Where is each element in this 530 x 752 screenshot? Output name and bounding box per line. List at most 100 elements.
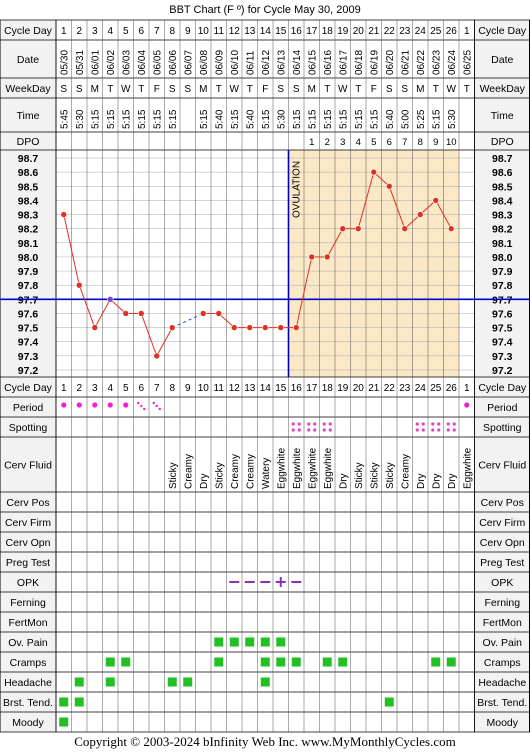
y-tick-right: 97.6	[492, 308, 513, 320]
chart-backgrounds	[0, 20, 530, 732]
date-cell: 06/13	[276, 50, 287, 75]
row-label-right-ferning: Ferning	[484, 597, 520, 609]
cycle-day-cell: 13	[244, 26, 256, 37]
cycle-day-cell-bottom: 6	[138, 383, 144, 394]
cycle-day-cell-bottom: 9	[185, 383, 191, 394]
y-tick-right: 97.4	[492, 337, 513, 349]
cycle-day-cell: 1	[464, 26, 470, 37]
cycle-day-cell-bottom: 14	[260, 383, 272, 394]
row-label-right-dpo: DPO	[491, 136, 514, 148]
row-label-preg_test: Preg Test	[6, 557, 50, 569]
period-marker	[464, 402, 470, 408]
cramps-marker	[105, 657, 115, 667]
y-tick-right: 97.3	[492, 351, 513, 363]
cramps-marker	[214, 657, 224, 667]
date-cell: 06/25	[462, 50, 473, 75]
cycle-day-cell: 2	[76, 26, 82, 37]
temp-point	[122, 310, 130, 317]
row-label-spotting: Spotting	[9, 422, 48, 434]
cycle-day-cell-bottom: 23	[399, 383, 411, 394]
spotting-marker	[421, 422, 425, 426]
date-cell: 06/07	[183, 50, 194, 75]
row-label-date: Date	[17, 54, 39, 66]
chart-title: BBT Chart (F º) for Cycle May 30, 2009	[169, 4, 361, 16]
dpo-cell: 1	[309, 137, 314, 148]
temp-line	[94, 299, 111, 328]
cycle-day-cell: 19	[337, 26, 349, 37]
date-cell: 06/23	[431, 50, 442, 75]
cerv-fluid-cell: Sticky	[369, 462, 380, 489]
row-label-dpo: DPO	[17, 136, 40, 148]
cerv-fluid-cell: Dry	[431, 473, 442, 489]
spotting-marker	[291, 422, 295, 426]
time-cell: 5:15	[152, 109, 163, 129]
row-label-right-preg_test: Preg Test	[480, 557, 524, 569]
date-cell: 06/12	[261, 50, 272, 75]
time-cell: 5:15	[106, 109, 117, 129]
date-cell: 06/10	[230, 50, 241, 75]
period-marker	[107, 402, 113, 408]
temp-point	[339, 225, 347, 232]
spotting-marker	[313, 422, 317, 426]
period-marker	[61, 402, 67, 408]
cycle-day-cell: 25	[430, 26, 442, 37]
cerv-fluid-cell: Eggwhite	[323, 447, 334, 489]
spotting-marker	[415, 422, 419, 426]
cerv-fluid-cell: Sticky	[354, 462, 365, 489]
cycle-day-cell-bottom: 12	[229, 383, 241, 394]
spotting-marker	[328, 422, 332, 426]
weekday-cell: F	[154, 84, 160, 95]
row-label-right-opk: OPK	[491, 577, 513, 589]
temp-point	[230, 324, 238, 331]
cycle-day-cell: 10	[198, 26, 210, 37]
dpo-cell: 8	[418, 137, 423, 148]
row-label-period: Period	[13, 402, 44, 414]
y-tick-left: 98.0	[18, 252, 39, 264]
cycle-day-cell: 22	[384, 26, 396, 37]
row-label-right-cycle_day2: Cycle Day	[478, 382, 527, 394]
date-cell: 06/11	[245, 50, 256, 75]
cramps-marker	[322, 657, 332, 667]
time-cell: 5:30	[276, 109, 287, 129]
dpo-cell: 3	[340, 137, 345, 148]
weekday-cell: S	[60, 84, 67, 95]
ov-pain-marker	[260, 637, 270, 647]
cerv-fluid-cell: Sticky	[385, 462, 396, 489]
weekday-cell: S	[293, 84, 300, 95]
time-cell: 5:15	[307, 109, 318, 129]
spotting-marker	[437, 422, 441, 426]
temp-point	[401, 225, 409, 232]
temp-point	[60, 211, 68, 218]
date-cell: 06/19	[369, 50, 380, 75]
temp-point	[106, 296, 114, 303]
weekday-cell: F	[262, 84, 268, 95]
date-cell: 06/08	[199, 50, 210, 75]
period-light-marker	[137, 401, 140, 405]
brst-tend-marker	[59, 697, 69, 707]
time-cell: 5:15	[292, 109, 303, 129]
row-label-cramps: Cramps	[10, 657, 47, 669]
time-cell: 5:40	[385, 109, 396, 129]
row-label-right-headache: Headache	[478, 677, 526, 689]
row-label-moody: Moody	[12, 717, 44, 729]
date-cell: 05/31	[75, 50, 86, 75]
cycle-day-cell-bottom: 21	[368, 383, 380, 394]
y-tick-right: 98.5	[492, 181, 513, 193]
date-cell: 06/22	[416, 50, 427, 75]
cycle-day-cell: 1	[61, 26, 67, 37]
brst-tend-marker	[74, 697, 84, 707]
luteal-phase-shade	[288, 150, 459, 377]
y-tick-left: 98.7	[18, 153, 39, 165]
moody-marker	[59, 717, 69, 727]
cycle-day-cell: 11	[214, 26, 225, 37]
weekday-cell: T	[355, 84, 361, 95]
weekday-cell: F	[371, 84, 377, 95]
chart-row-labels: Cycle Day Cycle Day Date Date WeekDay WeekDay…	[3, 25, 527, 729]
y-tick-right: 98.4	[492, 195, 513, 207]
row-label-right-period: Period	[487, 402, 518, 414]
y-tick-left: 98.4	[18, 195, 39, 207]
spotting-marker	[322, 428, 326, 432]
period-marker	[92, 402, 98, 408]
dpo-cell: 2	[325, 137, 330, 148]
cycle-day-cell-bottom: 17	[306, 383, 318, 394]
